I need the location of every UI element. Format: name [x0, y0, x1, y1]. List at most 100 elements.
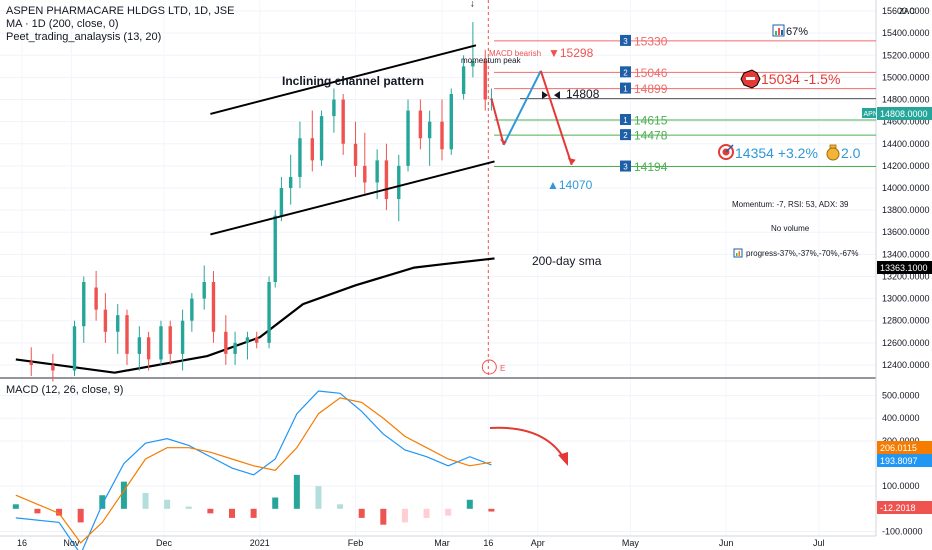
earnings-marker[interactable]: E: [500, 364, 505, 373]
support-value: 14615: [634, 113, 668, 127]
candle-body: [427, 121, 432, 139]
macd-tick-label: -100.0000: [882, 526, 923, 536]
sma-layer: [15, 257, 495, 374]
resistance-value: 15330: [634, 34, 668, 48]
price-tick-label: 15600.0000: [882, 6, 930, 16]
time-tick-label: 16: [17, 538, 27, 548]
channel-label: Inclining channel pattern: [282, 74, 424, 88]
candle-body: [125, 315, 129, 354]
price-tick-label: 13200.0000: [882, 271, 930, 281]
support-value: 14194: [634, 160, 668, 174]
candle-body: [29, 361, 33, 365]
price-tick-label: 14600.0000: [882, 117, 930, 127]
svg-text:193.8097: 193.8097: [880, 456, 918, 466]
arrow-head: [567, 157, 576, 165]
candle-body: [298, 138, 302, 177]
candle-body: [211, 282, 216, 332]
channel-upper-line: [210, 44, 477, 115]
price-tick-label: 15000.0000: [882, 72, 930, 82]
macd-histogram-bar: [401, 508, 408, 523]
macd-histogram-bar: [185, 506, 192, 509]
current-marker-label: 14808: [566, 87, 600, 101]
price-tick-label: 12400.0000: [882, 360, 930, 370]
candle-body: [82, 282, 86, 327]
price-tick-label: 14000.0000: [882, 183, 930, 193]
candle-body: [310, 138, 314, 161]
time-tick-label: Jun: [719, 538, 734, 548]
annotations-layer: ↓: [470, 0, 576, 166]
candle-body: [255, 337, 259, 343]
macd-tick-label: 400.0000: [882, 413, 920, 423]
price-tick-label: 13800.0000: [882, 205, 930, 215]
support-badge-number: 2: [623, 131, 628, 140]
macd-histogram-bar: [12, 504, 19, 509]
resistance-badge: [620, 34, 631, 46]
candle-body: [245, 337, 250, 343]
macd-value-callout: 193.8097: [877, 454, 932, 467]
projection-arrow-down-2: [539, 70, 573, 166]
current-price-callout: APN 14808.0000: [862, 107, 932, 120]
volume-note: No volume: [771, 224, 810, 233]
macd-tick-label: 500.0000: [882, 391, 920, 401]
candle-body: [190, 298, 194, 321]
macd-histogram-bar: [315, 486, 322, 509]
macd-histogram-bar: [380, 508, 387, 525]
resistance-value: 14899: [634, 82, 668, 96]
macd-histogram-bar: [142, 492, 149, 509]
candle-body: [461, 66, 466, 94]
candle-body: [159, 326, 163, 360]
candle-body: [116, 315, 120, 332]
top-target-label: ▼15298: [548, 46, 594, 60]
candle-body: [483, 60, 487, 100]
macd-legend[interactable]: MACD (12, 26, close, 9): [6, 384, 123, 396]
candle-body: [267, 282, 271, 343]
stop-icon: [740, 69, 761, 89]
svg-text:13363.1000: 13363.1000: [880, 263, 928, 273]
macd-bearish-arrow: [489, 426, 566, 461]
macd-histogram-bar: [445, 508, 452, 516]
current-marker-right-arrow: [554, 91, 560, 100]
candle-body: [449, 94, 453, 150]
support-badge-number: 3: [623, 163, 628, 172]
indicator-legend[interactable]: Peet_trading_analaysis (13, 20): [6, 31, 161, 43]
macd-tick-label: 300.0000: [882, 436, 920, 446]
price-tick-label: 13600.0000: [882, 227, 930, 237]
current-marker-left-arrow: [542, 91, 548, 100]
candle-body: [375, 160, 379, 183]
macd-histogram-bar: [207, 508, 214, 514]
candle-body: [471, 60, 475, 67]
macd-histogram-bar: [229, 508, 235, 518]
support-badge: [620, 129, 631, 141]
price-tick-label: 13000.0000: [882, 294, 930, 304]
momentum-peak-label: momentum peak: [461, 56, 522, 65]
resistance-badge-number: 1: [623, 85, 628, 94]
sma200-line: [15, 257, 495, 374]
macd-bearish-arrow-head: [558, 452, 568, 466]
support-value: 14478: [634, 129, 668, 143]
candle-body: [397, 165, 401, 200]
arrow-head: [499, 138, 507, 145]
time-tick-label: May: [622, 538, 640, 548]
candle-body: [288, 176, 293, 188]
resistance-badge: [620, 82, 631, 94]
low-target-label: ▲14070: [547, 178, 593, 192]
target-label: 14354 +3.2%: [735, 145, 818, 161]
candle-body: [319, 116, 324, 161]
candle-body: [146, 337, 151, 360]
earnings-marker-circle: [481, 359, 497, 375]
ma-legend[interactable]: MA · 1D (200, close, 0): [6, 18, 119, 30]
momentum-peak-arrow: ↓: [470, 0, 475, 10]
candle-body: [363, 165, 367, 183]
macd-bearish-label: MACD bearish: [489, 49, 541, 58]
macd-histogram-bar: [56, 508, 63, 516]
time-tick-label: 2021: [250, 538, 270, 548]
macd-layer: [12, 390, 568, 550]
macd-hist-callout: -12.2018: [877, 501, 932, 514]
resistance-badge: [620, 66, 631, 78]
percent-badge: 67%: [786, 26, 808, 38]
price-tick-label: 12600.0000: [882, 338, 930, 348]
macd-histogram-bar: [466, 499, 473, 509]
candle-body: [279, 188, 284, 216]
candle-body: [72, 326, 77, 371]
